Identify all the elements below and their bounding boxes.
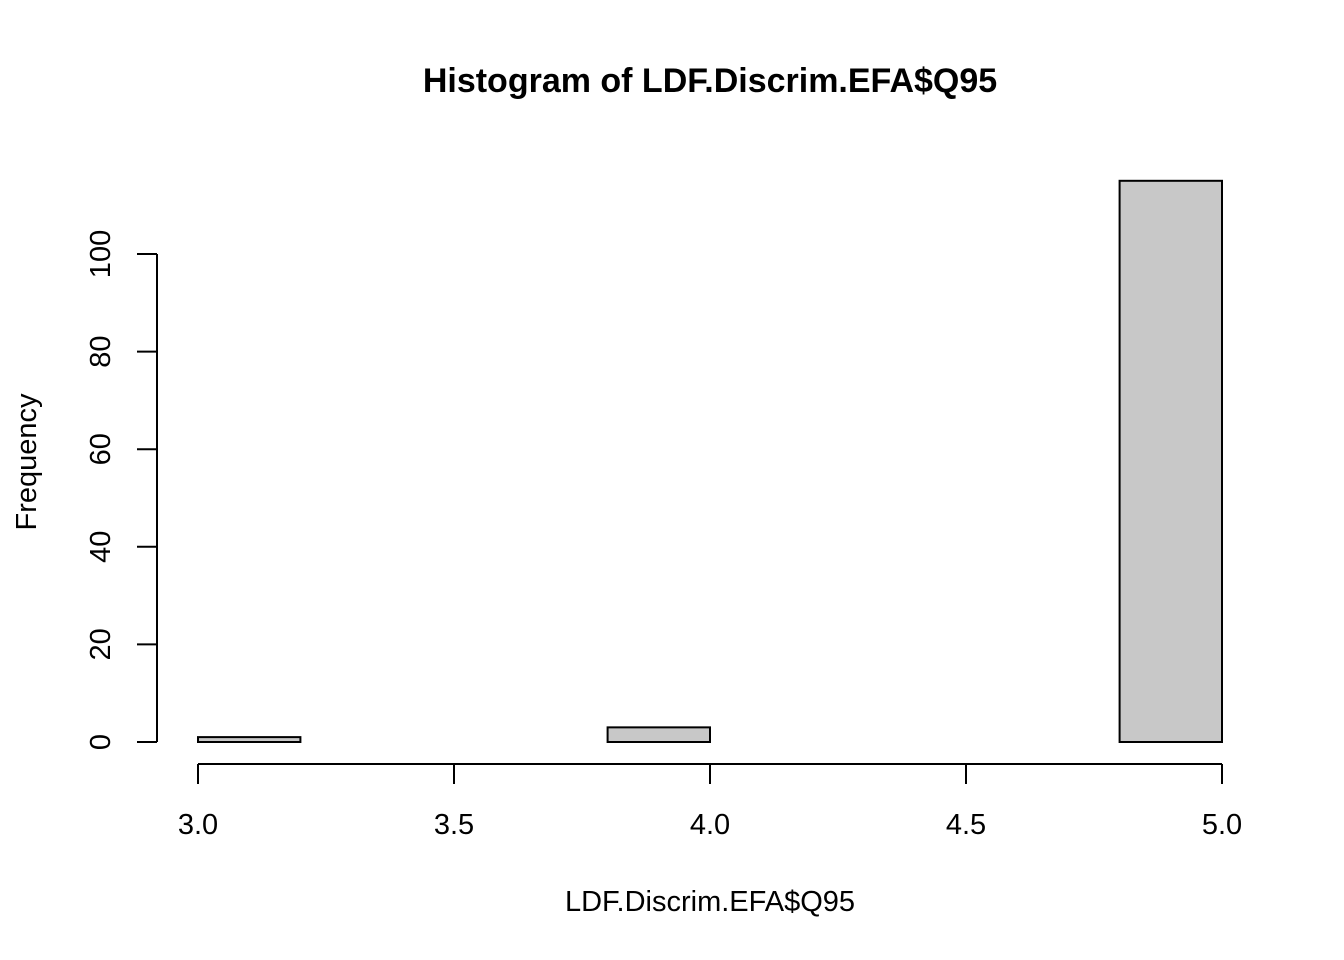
y-tick-label: 80 — [85, 335, 117, 367]
histogram-bar — [197, 736, 302, 743]
bars-group — [197, 179, 1223, 744]
chart-title: Histogram of LDF.Discrim.EFA$Q95 — [423, 62, 997, 100]
y-tick-label: 60 — [85, 433, 117, 465]
x-axis-label: LDF.Discrim.EFA$Q95 — [565, 886, 855, 918]
y-tick-label: 0 — [85, 734, 117, 750]
x-tick-label: 5.0 — [1202, 809, 1242, 841]
x-tick-label: 4.0 — [690, 809, 730, 841]
x-tick-label: 4.5 — [946, 809, 986, 841]
y-tick-label: 20 — [85, 628, 117, 660]
x-tick-label: 3.0 — [178, 809, 218, 841]
histogram-bar — [606, 726, 711, 743]
x-tick-label: 3.5 — [434, 809, 474, 841]
y-tick-label: 40 — [85, 531, 117, 563]
y-tick-label: 100 — [85, 230, 117, 278]
x-axis: 3.0 3.5 4.0 4.5 5.0 — [178, 763, 1242, 841]
y-axis: 0 20 40 60 80 100 — [85, 230, 158, 750]
histogram-bar — [1118, 179, 1223, 744]
y-axis-label: Frequency — [11, 393, 43, 531]
